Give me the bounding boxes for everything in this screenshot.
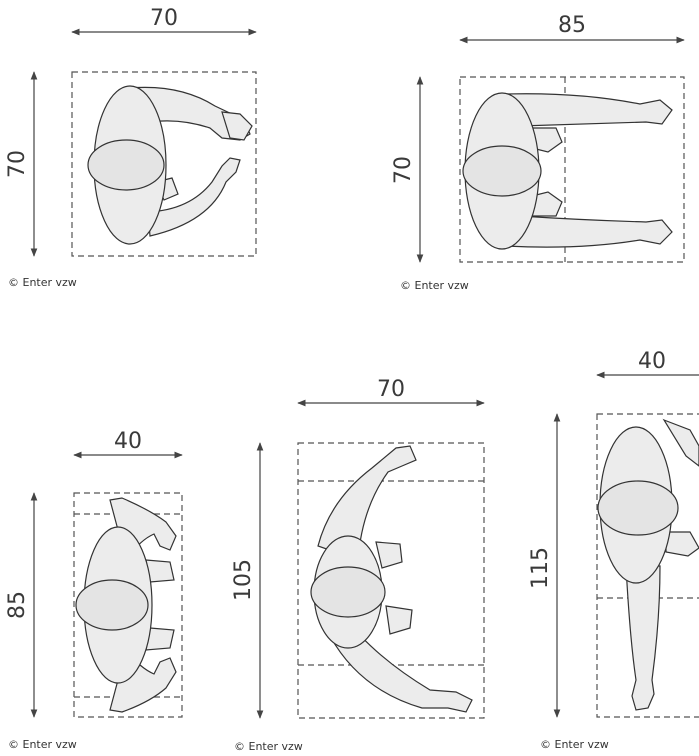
elbow-right (665, 531, 699, 557)
figure-4: 70 105 © Enter vzw (231, 377, 485, 753)
height-label: 85 (5, 591, 30, 619)
clearance-box (297, 442, 485, 719)
arm-bottom (504, 215, 673, 248)
head (597, 480, 679, 536)
arm-top (662, 418, 699, 467)
head (310, 566, 386, 618)
width-label: 40 (114, 429, 142, 454)
credit-text: © Enter vzw (400, 279, 469, 292)
credit-text: © Enter vzw (540, 738, 609, 751)
height-label: 70 (5, 150, 30, 178)
width-label: 40 (638, 349, 666, 374)
width-label: 85 (558, 13, 586, 38)
height-label: 70 (391, 156, 416, 184)
arm-lower (147, 157, 241, 237)
width-label: 70 (150, 6, 178, 31)
credit-text: © Enter vzw (8, 276, 77, 289)
arm-lower (329, 623, 473, 713)
clearance-box (459, 76, 685, 263)
height-label: 115 (528, 547, 553, 589)
hand-top (221, 111, 253, 141)
width-label: 70 (377, 377, 405, 402)
figure-1: 70 70 © Enter vzw (5, 6, 257, 289)
clearance-box (71, 71, 257, 257)
head (87, 139, 165, 191)
figure-3: 40 85 © Enter vzw (5, 429, 183, 751)
arm-top (504, 93, 673, 127)
clearance-box (596, 413, 699, 718)
figure-5: 40 115 © Enter vzw (528, 349, 699, 751)
head (75, 579, 149, 631)
clearance-box (73, 492, 183, 718)
credit-text: © Enter vzw (234, 740, 303, 753)
credit-text: © Enter vzw (8, 738, 77, 751)
arm-long (625, 565, 661, 711)
head (462, 145, 542, 197)
figure-2: 85 70 © Enter vzw (391, 13, 685, 292)
arm-upper (317, 445, 417, 561)
elbow-bottom (385, 605, 413, 635)
height-label: 105 (231, 559, 256, 601)
elbow-top (375, 541, 403, 569)
